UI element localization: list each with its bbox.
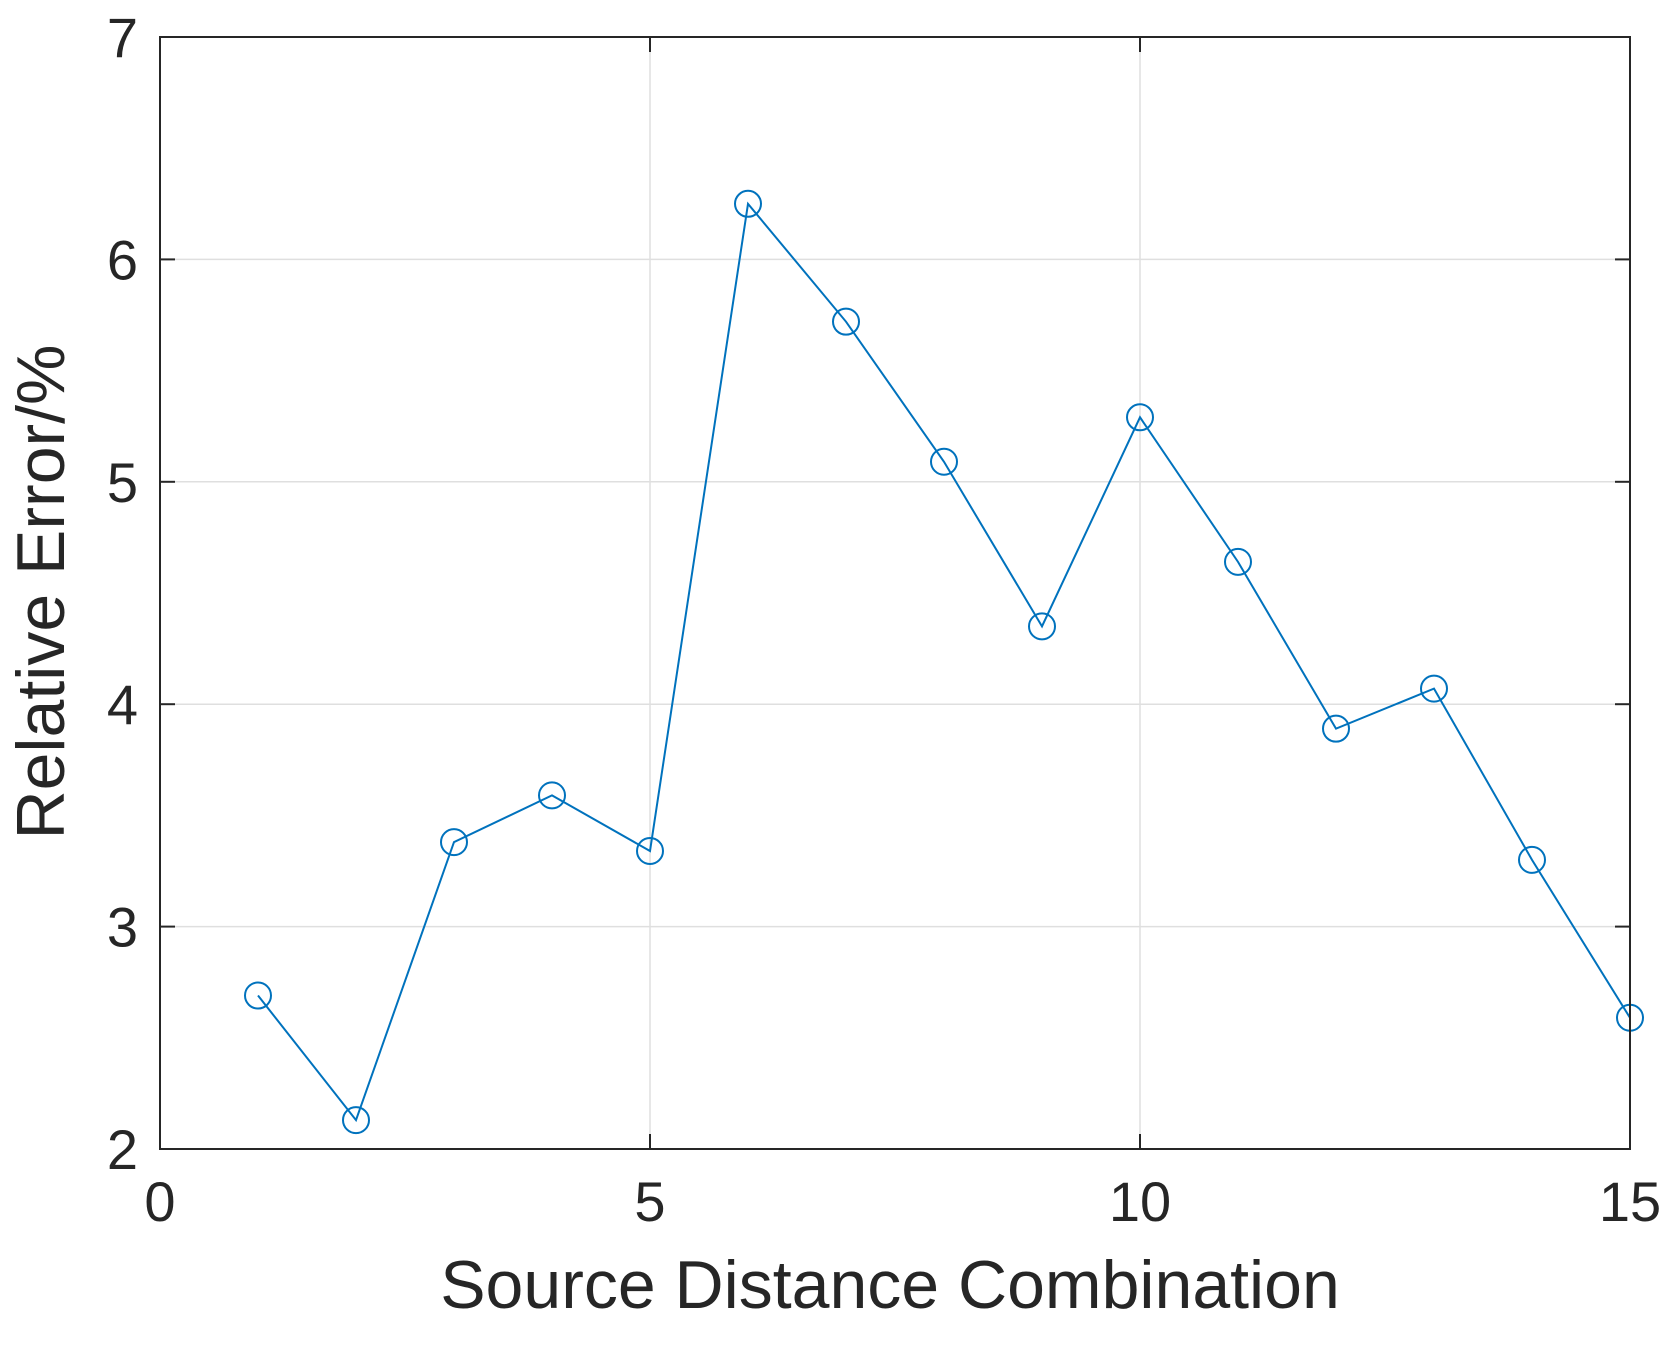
series-layer <box>244 189 1644 1135</box>
data-point <box>440 828 468 857</box>
plot-frame <box>159 36 1631 1150</box>
data-point <box>1518 845 1546 874</box>
data-point <box>1126 403 1154 432</box>
x-tick-label: 10 <box>1109 1170 1171 1233</box>
data-point <box>244 981 272 1010</box>
data-point <box>636 836 664 865</box>
data-point <box>538 781 566 810</box>
y-tick-label: 2 <box>107 1118 138 1181</box>
data-point <box>1322 714 1350 743</box>
data-point <box>1420 674 1448 703</box>
y-tick-label: 7 <box>107 6 138 69</box>
x-tick-label: 0 <box>144 1170 175 1233</box>
data-point <box>1028 612 1056 641</box>
data-point <box>930 447 958 476</box>
axes <box>159 36 1631 1150</box>
y-tick-label: 4 <box>107 673 138 736</box>
x-axis-label: Source Distance Combination <box>440 1247 1340 1323</box>
x-tick-label: 15 <box>1599 1170 1661 1233</box>
tick-labels: 0 5 10 15 2 3 4 5 6 7 <box>107 6 1661 1233</box>
data-point <box>1224 547 1252 576</box>
data-point <box>734 189 762 218</box>
data-point <box>832 307 860 336</box>
x-tick-label: 5 <box>634 1170 665 1233</box>
y-tick-label: 5 <box>107 451 138 514</box>
y-tick-label: 3 <box>107 896 138 959</box>
series-line <box>257 201 1631 1123</box>
grid <box>160 37 1630 1149</box>
data-point <box>342 1106 370 1135</box>
y-axis-label: Relative Error/% <box>3 344 79 839</box>
y-tick-label: 6 <box>107 228 138 291</box>
